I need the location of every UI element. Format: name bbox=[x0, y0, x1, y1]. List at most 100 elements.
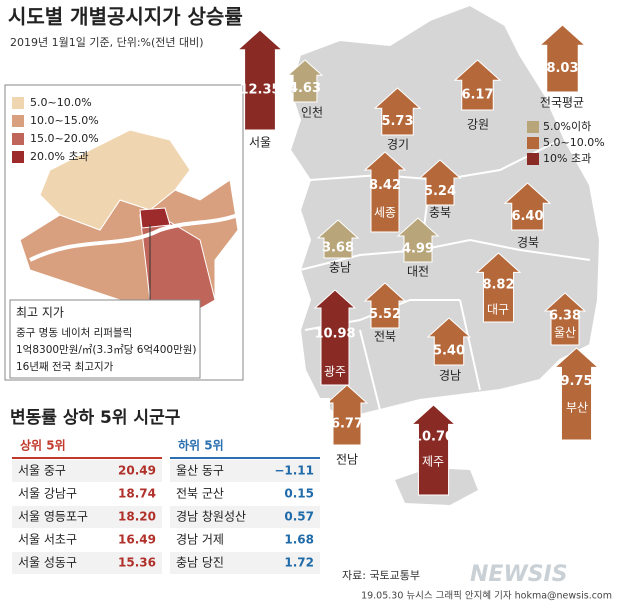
region-name: 제주 bbox=[422, 455, 444, 469]
region-arrow bbox=[453, 59, 502, 111]
ranking-value: 16.49 bbox=[118, 533, 156, 547]
legend-swatch bbox=[12, 115, 24, 127]
ranking-row bbox=[12, 529, 162, 551]
region-name: 인천 bbox=[301, 105, 323, 120]
legend-label: 5.0%이하 bbox=[543, 119, 591, 133]
region-arrow bbox=[418, 159, 462, 206]
region-value: 8.03 bbox=[546, 61, 578, 76]
legend-swatch bbox=[12, 151, 24, 163]
region-value: 9.75 bbox=[560, 374, 592, 389]
legend-label: 10.0~15.0% bbox=[30, 114, 99, 127]
region-name: 강원 bbox=[467, 118, 489, 132]
ranking-name: 서울 영등포구 bbox=[18, 510, 88, 524]
region-name: 충북 bbox=[429, 206, 451, 220]
region-arrow bbox=[543, 292, 587, 346]
ranking-row bbox=[170, 529, 320, 551]
ranking-name: 서울 서초구 bbox=[18, 533, 77, 547]
region-value: 5.52 bbox=[369, 307, 401, 322]
ranking-name: 충남 당진 bbox=[176, 556, 224, 570]
region-name: 경기 bbox=[387, 138, 409, 152]
region-arrow bbox=[236, 29, 284, 131]
region-arrow bbox=[313, 289, 357, 386]
ranking-title: 변동률 상하 5위 시군구 bbox=[10, 408, 181, 428]
ranking-subtitle: 하위 5위 bbox=[178, 438, 224, 453]
region-arrow bbox=[426, 317, 472, 366]
ranking-value: 18.20 bbox=[118, 510, 156, 524]
ranking-value: 0.57 bbox=[284, 510, 314, 524]
ranking-value: 1.68 bbox=[284, 533, 314, 547]
region-value: 3.68 bbox=[322, 241, 354, 256]
legend-label: 5.0~10.0% bbox=[543, 136, 605, 149]
ranking-value: −1.11 bbox=[274, 464, 314, 478]
logo: NEWSIS bbox=[470, 562, 568, 587]
region-arrow bbox=[503, 182, 552, 231]
region-value: 5.24 bbox=[424, 184, 456, 199]
han-river bbox=[29, 213, 239, 262]
region-name: 세종 bbox=[374, 206, 396, 220]
ranking-value: 15.36 bbox=[118, 556, 156, 570]
region-name: 울산 bbox=[554, 326, 576, 340]
seoul-districts bbox=[139, 207, 171, 229]
legend-label: 10% 초과 bbox=[543, 152, 591, 165]
legend-swatch bbox=[527, 153, 539, 165]
ranking-row bbox=[12, 506, 162, 528]
region-name: 대구 bbox=[487, 303, 509, 317]
legend-label: 5.0~10.0% bbox=[30, 96, 92, 109]
region-name: 부산 bbox=[566, 401, 588, 415]
region-name: 전남 bbox=[336, 453, 358, 467]
ranking-value: 1.72 bbox=[284, 556, 314, 570]
ranking-name: 경남 거제 bbox=[176, 533, 224, 547]
ranking-name: 서울 중구 bbox=[18, 464, 66, 478]
region-name: 전국평균 bbox=[540, 96, 584, 110]
region-name: 광주 bbox=[324, 365, 346, 379]
region-value: 6.40 bbox=[511, 209, 543, 224]
region-name: 서울 bbox=[249, 136, 271, 150]
region-arrow bbox=[475, 252, 522, 323]
region-arrow bbox=[553, 347, 600, 441]
ranking-name: 서울 성동구 bbox=[18, 556, 77, 570]
region-value: 12.35 bbox=[239, 82, 280, 97]
region-value: 8.82 bbox=[482, 278, 514, 293]
ranking-row bbox=[170, 506, 320, 528]
top-price-title: 최고 지가 bbox=[16, 306, 64, 320]
ranking-value: 20.49 bbox=[118, 464, 156, 478]
legend-label: 15.0~20.0% bbox=[30, 132, 99, 145]
region-name: 경북 bbox=[517, 236, 539, 250]
ranking-name: 울산 동구 bbox=[176, 464, 224, 478]
legend-swatch bbox=[12, 133, 24, 145]
region-name: 충남 bbox=[329, 261, 351, 275]
ranking-name: 서울 강남구 bbox=[18, 487, 77, 501]
legend-swatch bbox=[527, 137, 539, 149]
ranking-row bbox=[170, 552, 320, 574]
legend-swatch bbox=[527, 121, 539, 133]
ranking-row bbox=[12, 552, 162, 574]
region-arrow bbox=[363, 151, 407, 233]
region-value: 5.73 bbox=[381, 114, 413, 129]
region-arrow bbox=[410, 404, 457, 496]
region-arrow bbox=[538, 24, 587, 93]
region-arrow bbox=[286, 59, 324, 103]
region-value: 4.99 bbox=[402, 242, 434, 257]
ranking-row bbox=[170, 483, 320, 505]
source: 자료: 국토교통부 bbox=[342, 569, 420, 582]
credit: 19.05.30 뉴시스 그래픽 안지혜 기자 hokma@newsis.com bbox=[361, 590, 612, 602]
ranking-value: 0.15 bbox=[284, 487, 314, 501]
region-name: 경남 bbox=[439, 369, 461, 383]
region-value: 10.98 bbox=[314, 327, 355, 342]
legend-swatch bbox=[12, 97, 24, 109]
ranking-value: 18.74 bbox=[118, 487, 156, 501]
title: 시도별 개별공시지가 상승률 bbox=[8, 5, 243, 29]
seoul-districts bbox=[39, 129, 191, 231]
top-price-line: 16년째 전국 최고지가 bbox=[16, 361, 114, 373]
ranking-row bbox=[170, 460, 320, 482]
region-name: 대전 bbox=[407, 265, 429, 279]
region-value: 8.42 bbox=[369, 178, 401, 193]
top-price-line: 1억8300만원/㎡(3.3㎡당 6억400만원) bbox=[16, 344, 197, 356]
ranking-name: 전북 군산 bbox=[176, 487, 224, 501]
region-value: 6.77 bbox=[331, 417, 363, 432]
legend-label: 20.0% 초과 bbox=[30, 150, 89, 163]
region-value: 5.40 bbox=[433, 343, 465, 358]
region-arrow bbox=[373, 87, 422, 136]
region-arrow bbox=[316, 219, 360, 259]
